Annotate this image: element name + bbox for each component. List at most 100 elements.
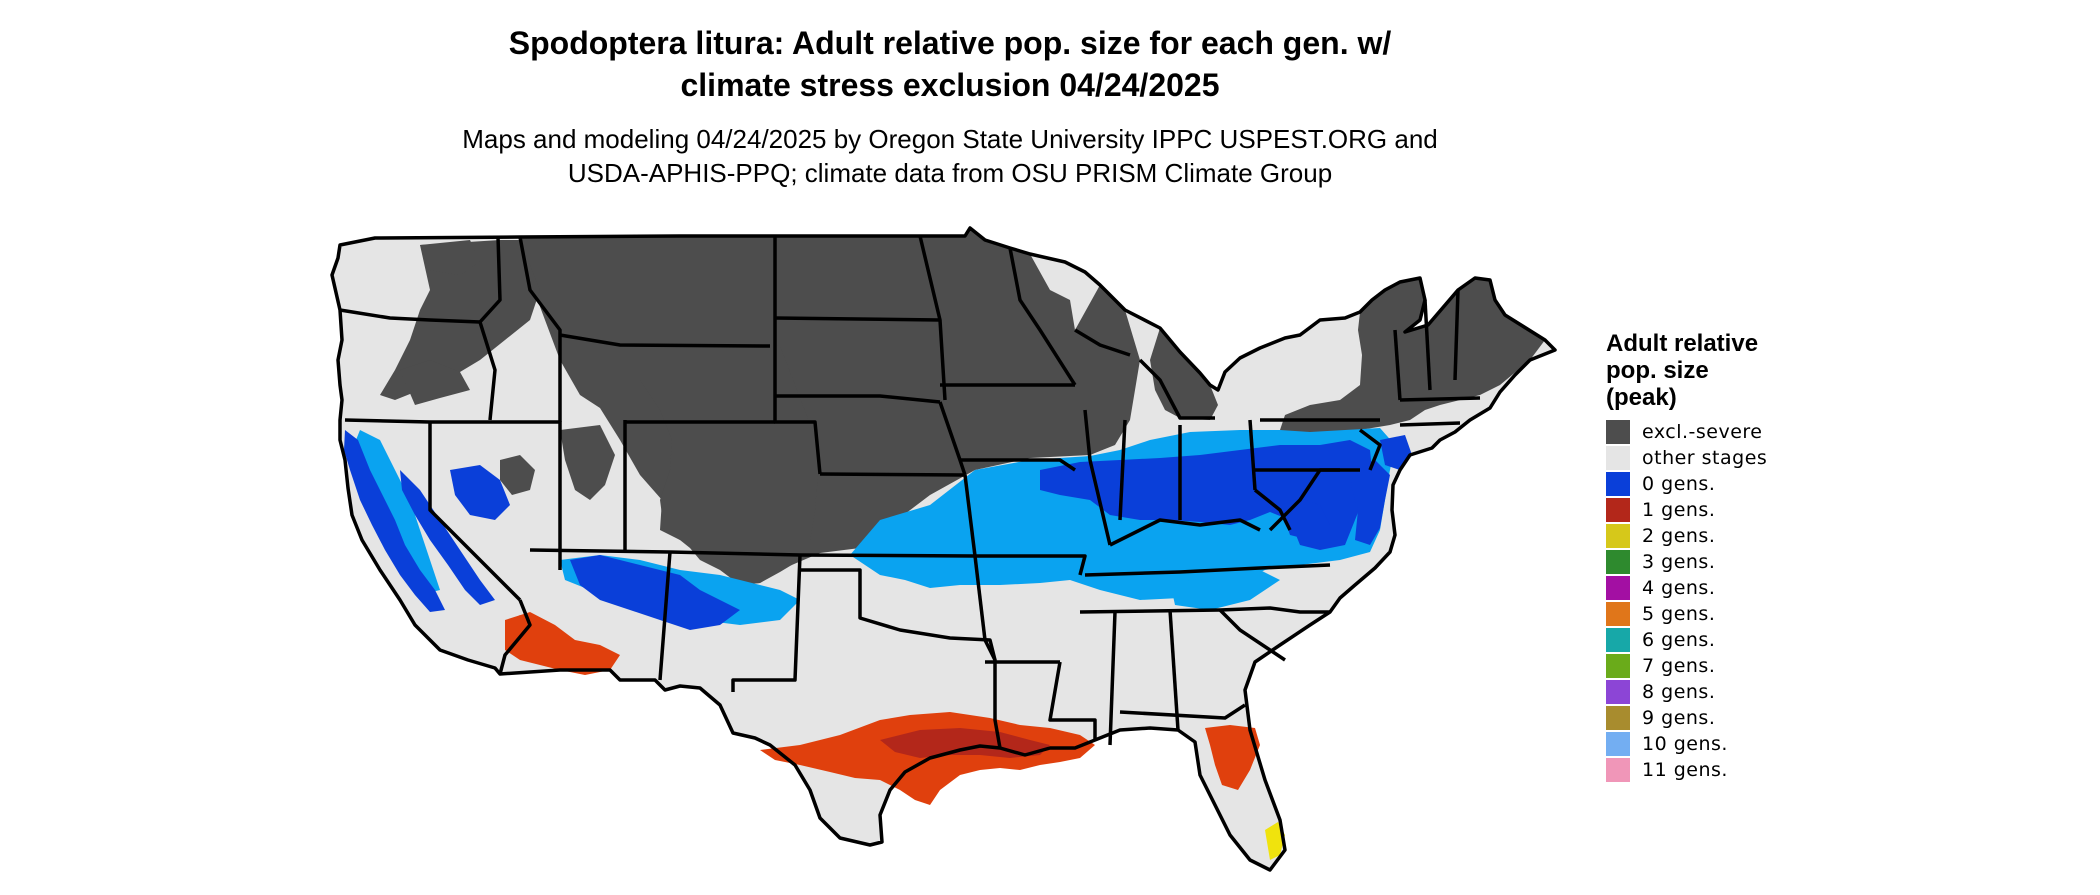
- border-ct-ri: [1399, 421, 1461, 427]
- legend-label: 1 gens.: [1642, 499, 1716, 521]
- legend-label: 2 gens.: [1642, 525, 1716, 547]
- border-nd-sd: [774, 316, 941, 322]
- legend-swatch: [1606, 498, 1630, 522]
- dark-blue-california-coast: [344, 430, 445, 612]
- legend-swatch: [1606, 628, 1630, 652]
- border-sd-ne: [775, 394, 941, 404]
- map-subtitle-line-2: USDA-APHIS-PPQ; climate data from OSU PR…: [567, 158, 1333, 188]
- border-vt-nh: [1423, 299, 1432, 391]
- legend-item: 7 gens.: [1606, 653, 1767, 679]
- border-ok-ar: [973, 555, 987, 641]
- border-ne-ks: [819, 472, 966, 477]
- border-ny-vt: [1393, 329, 1402, 401]
- map-legend: Adult relative pop. size (peak) excl.-se…: [1606, 330, 1767, 783]
- border-nm-tx: [731, 554, 802, 692]
- border-nc-sc: [1219, 606, 1330, 614]
- legend-swatch: [1606, 524, 1630, 548]
- excluded-great-basin-2: [560, 425, 615, 500]
- legend-item: 4 gens.: [1606, 575, 1767, 601]
- legend-label: 7 gens.: [1642, 655, 1716, 677]
- border-mi-lower: [1138, 358, 1215, 420]
- excluded-wyoming-colorado: [620, 345, 820, 585]
- legend-swatch: [1606, 758, 1630, 782]
- legend-label: 4 gens.: [1642, 577, 1716, 599]
- border-ks-ok: [799, 553, 976, 558]
- border-id-mt: [518, 236, 562, 422]
- border-az-nm: [658, 551, 672, 681]
- border-or-ca: [344, 418, 431, 424]
- light-blue-california-interior: [350, 430, 440, 595]
- border-ga-fl: [1119, 703, 1246, 720]
- legend-swatch: [1606, 472, 1630, 496]
- legend-item: excl.-severe: [1606, 419, 1767, 445]
- border-ne-ia: [938, 401, 967, 476]
- border-al-ga: [1168, 609, 1180, 731]
- legend-label: 11 gens.: [1642, 759, 1728, 781]
- two-gens-south-florida: [1265, 822, 1285, 860]
- border-ma: [1399, 396, 1481, 402]
- legend-item: 0 gens.: [1606, 471, 1767, 497]
- map-title-line-1: Spodoptera litura: Adult relative pop. s…: [508, 25, 1392, 61]
- border-id-west: [478, 236, 502, 421]
- legend-label: other stages: [1642, 447, 1768, 469]
- map-title-line-2: climate stress exclusion 04/24/2025: [680, 67, 1220, 103]
- border-tn-ky: [1084, 563, 1331, 577]
- legend-item: 9 gens.: [1606, 705, 1767, 731]
- legend-swatch: [1606, 602, 1630, 626]
- legend-swatch: [1606, 576, 1630, 600]
- legend-title-line: (peak): [1606, 384, 1677, 411]
- border-oh-wv: [1253, 488, 1292, 531]
- border-ia-mo: [960, 458, 1076, 472]
- border-il: [1083, 409, 1112, 546]
- border-tx-la: [983, 639, 1002, 749]
- border-il-in: [1118, 419, 1127, 521]
- us-population-map: [330, 226, 1557, 872]
- two-gens-zones: [1265, 822, 1285, 860]
- legend-label: 3 gens.: [1642, 551, 1716, 573]
- border-ks-mo: [963, 474, 977, 557]
- one-gens-arizona: [505, 612, 620, 675]
- legend-label: 5 gens.: [1642, 603, 1716, 625]
- border-co-nm: [669, 550, 801, 557]
- state-borders: [330, 226, 1557, 872]
- border-ms-al: [1108, 611, 1117, 746]
- legend-swatch: [1606, 732, 1630, 756]
- dark-blue-utah-nevada: [450, 465, 510, 520]
- border-wa-or: [339, 308, 481, 324]
- legend-swatch: [1606, 550, 1630, 574]
- legend-item: 1 gens.: [1606, 497, 1767, 523]
- dark-blue-southwest-mountains: [570, 555, 740, 630]
- excluded-great-basin-1: [500, 455, 535, 495]
- border-ky-north: [1109, 518, 1261, 547]
- legend-title-line: pop. size: [1606, 357, 1709, 384]
- legend-label: 0 gens.: [1642, 473, 1716, 495]
- legend-item: 2 gens.: [1606, 523, 1767, 549]
- border-wy-sd-ne: [773, 346, 822, 475]
- border-mt-wy: [559, 333, 771, 348]
- legend-item: 8 gens.: [1606, 679, 1767, 705]
- border-ga-sc: [1218, 608, 1286, 662]
- light-blue-tennessee: [1170, 570, 1280, 610]
- excluded-oregon-patch: [400, 360, 470, 405]
- legend-label: excl.-severe: [1642, 421, 1763, 443]
- border-ok-tx: [800, 568, 997, 661]
- map-subtitle-line-1: Maps and modeling 04/24/2025 by Oregon S…: [462, 124, 1438, 154]
- border-mo-ar: [975, 554, 1087, 576]
- dark-blue-chesapeake: [1350, 460, 1390, 545]
- legend-title: Adult relative pop. size (peak): [1606, 330, 1767, 411]
- excluded-northeast: [1280, 278, 1545, 434]
- legend-title-line: Adult relative: [1606, 330, 1759, 357]
- legend-items: excl.-severe other stages 0 gens. 1 gens. 2 …: [1606, 419, 1767, 783]
- border-nh-me: [1453, 289, 1460, 381]
- legend-swatch: [1606, 680, 1630, 704]
- legend-swatch: [1606, 654, 1630, 678]
- border-ca-nv: [428, 422, 522, 602]
- border-la-ms: [1048, 661, 1097, 740]
- excluded-washington-patch: [420, 240, 480, 275]
- legend-label: 6 gens.: [1642, 629, 1716, 651]
- border-nd-mn: [918, 235, 947, 401]
- border-oh-pa: [1248, 419, 1257, 491]
- border-ut-az: [529, 548, 671, 554]
- legend-item: 6 gens.: [1606, 627, 1767, 653]
- legend-label: 8 gens.: [1642, 681, 1716, 703]
